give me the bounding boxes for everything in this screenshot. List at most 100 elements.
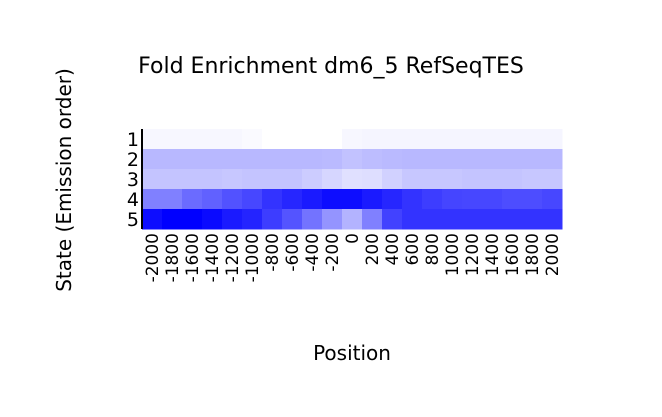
x-tick-label: -800	[263, 233, 283, 272]
heatmap-cell-state-2-pos-2000	[542, 149, 563, 170]
heatmap-cell-state-3-pos-1000	[442, 169, 463, 190]
heatmap-cell-state-1-pos-200	[362, 129, 383, 150]
heatmap-cell-state-5-pos--400	[302, 209, 323, 230]
heatmap-cell-state-1-pos--200	[322, 129, 343, 150]
heatmap-cell-state-5-pos-600	[402, 209, 423, 230]
heatmap-cell-state-3-pos--800	[262, 169, 283, 190]
heatmap-cell-state-4-pos-1200	[462, 189, 483, 210]
heatmap-cell-state-5-pos-1800	[522, 209, 543, 230]
heatmap-cell-state-4-pos--1200	[222, 189, 243, 210]
heatmap-cell-state-1-pos--1200	[222, 129, 243, 150]
heatmap-cell-state-5-pos--1000	[242, 209, 263, 230]
heatmap-cell-state-3-pos--1000	[242, 169, 263, 190]
x-tick-label: 600	[403, 233, 423, 265]
x-tick-label: -1600	[183, 233, 203, 282]
x-tick-label: -1200	[223, 233, 243, 282]
heatmap-cell-state-2-pos-600	[402, 149, 423, 170]
heatmap-cell-state-2-pos-1800	[522, 149, 543, 170]
heatmap-cells	[142, 129, 563, 230]
heatmap-cell-state-4-pos-600	[402, 189, 423, 210]
heatmap-cell-state-2-pos-800	[422, 149, 443, 170]
heatmap-cell-state-2-pos--2000	[142, 149, 163, 170]
heatmap-cell-state-4-pos-800	[422, 189, 443, 210]
heatmap-cell-state-2-pos--1800	[162, 149, 183, 170]
heatmap-cell-state-1-pos-2000	[542, 129, 563, 150]
heatmap-cell-state-4-pos--1800	[162, 189, 183, 210]
heatmap-cell-state-3-pos--1200	[222, 169, 243, 190]
heatmap-cell-state-1-pos--2000	[142, 129, 163, 150]
heatmap-cell-state-5-pos--1800	[162, 209, 183, 230]
heatmap-cell-state-3-pos-400	[382, 169, 403, 190]
x-tick-label: 800	[423, 233, 443, 265]
heatmap-cell-state-5-pos--2000	[142, 209, 163, 230]
heatmap-cell-state-4-pos--1400	[202, 189, 223, 210]
y-tick-label: 4	[127, 189, 139, 211]
heatmap-cell-state-4-pos-2000	[542, 189, 563, 210]
heatmap-cell-state-2-pos--400	[302, 149, 323, 170]
heatmap-cell-state-5-pos--800	[262, 209, 283, 230]
heatmap-cell-state-1-pos-1600	[502, 129, 523, 150]
heatmap-cell-state-2-pos-200	[362, 149, 383, 170]
heatmap-cell-state-5-pos-800	[422, 209, 443, 230]
heatmap-cell-state-3-pos-600	[402, 169, 423, 190]
heatmap-cell-state-3-pos-0	[342, 169, 363, 190]
x-tick-label: 1400	[483, 233, 503, 276]
heatmap-cell-state-4-pos--1000	[242, 189, 263, 210]
y-axis-label: State (Emission order)	[52, 68, 76, 292]
x-tick-labels: -2000 -1800 -1600 -1400 -1200 -1000 -800 -600 -4…	[143, 233, 563, 282]
heatmap-cell-state-3-pos-800	[422, 169, 443, 190]
heatmap-cell-state-5-pos--1400	[202, 209, 223, 230]
x-tick-label: -600	[283, 233, 303, 272]
heatmap-cell-state-4-pos--600	[282, 189, 303, 210]
x-tick-label: 1200	[463, 233, 483, 276]
heatmap-cell-state-1-pos--1400	[202, 129, 223, 150]
heatmap-cell-state-4-pos-1400	[482, 189, 503, 210]
heatmap-cell-state-2-pos--1200	[222, 149, 243, 170]
heatmap-cell-state-1-pos--600	[282, 129, 303, 150]
y-tick-label: 1	[127, 129, 139, 151]
heatmap-cell-state-5-pos-400	[382, 209, 403, 230]
x-tick-label: 1600	[503, 233, 523, 276]
heatmap-cell-state-1-pos-400	[382, 129, 403, 150]
heatmap-cell-state-4-pos--200	[322, 189, 343, 210]
x-tick-label: -2000	[143, 233, 163, 282]
heatmap-cell-state-2-pos-1600	[502, 149, 523, 170]
heatmap-cell-state-4-pos--1600	[182, 189, 203, 210]
heatmap-cell-state-5-pos-1600	[502, 209, 523, 230]
x-tick-label: -1400	[203, 233, 223, 282]
heatmap-cell-state-4-pos--800	[262, 189, 283, 210]
heatmap-cell-state-3-pos-2000	[542, 169, 563, 190]
heatmap-cell-state-1-pos--1000	[242, 129, 263, 150]
heatmap-cell-state-4-pos-1600	[502, 189, 523, 210]
heatmap-cell-state-1-pos-1200	[462, 129, 483, 150]
heatmap-cell-state-1-pos-1800	[522, 129, 543, 150]
heatmap-cell-state-3-pos--1400	[202, 169, 223, 190]
heatmap-cell-state-1-pos--1600	[182, 129, 203, 150]
heatmap-cell-state-1-pos--400	[302, 129, 323, 150]
x-axis-label: Position	[313, 341, 391, 365]
heatmap-cell-state-1-pos-1000	[442, 129, 463, 150]
y-tick-label: 5	[127, 209, 139, 231]
heatmap-cell-state-1-pos-600	[402, 129, 423, 150]
heatmap-cell-state-5-pos--1600	[182, 209, 203, 230]
x-tick-label: 1800	[523, 233, 543, 276]
heatmap-cell-state-1-pos-0	[342, 129, 363, 150]
heatmap-cell-state-3-pos-1600	[502, 169, 523, 190]
heatmap-cell-state-1-pos--1800	[162, 129, 183, 150]
x-tick-label: -1000	[243, 233, 263, 282]
x-tick-label: -200	[323, 233, 343, 272]
heatmap-cell-state-3-pos--600	[282, 169, 303, 190]
heatmap-cell-state-2-pos-1200	[462, 149, 483, 170]
heatmap-cell-state-2-pos--1600	[182, 149, 203, 170]
heatmap-cell-state-5-pos--1200	[222, 209, 243, 230]
x-tick-label: 1000	[443, 233, 463, 276]
heatmap-cell-state-5-pos-0	[342, 209, 363, 230]
heatmap-cell-state-3-pos--200	[322, 169, 343, 190]
x-tick-label: -400	[303, 233, 323, 272]
heatmap-cell-state-2-pos--200	[322, 149, 343, 170]
heatmap-cell-state-3-pos--1600	[182, 169, 203, 190]
heatmap-cell-state-5-pos--600	[282, 209, 303, 230]
x-tick-label: 400	[383, 233, 403, 265]
heatmap-cell-state-2-pos-400	[382, 149, 403, 170]
y-tick-label: 3	[127, 169, 139, 191]
